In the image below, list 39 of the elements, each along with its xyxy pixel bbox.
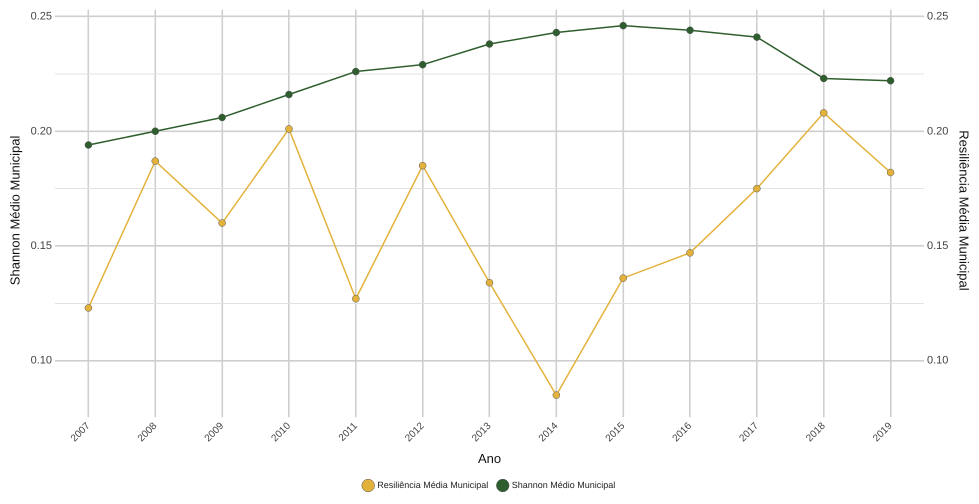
y-tick-label: 0.10 [30, 354, 52, 367]
point [486, 278, 494, 286]
point [486, 40, 494, 48]
y2-tick-label: 0.15 [926, 240, 948, 252]
legend-label: Resiliência Média Municipal [377, 480, 488, 490]
point [152, 157, 160, 165]
y-tick-label: 0.25 [30, 10, 52, 23]
y2-tick-label: 0.20 [926, 125, 948, 138]
point [753, 184, 761, 192]
point [418, 60, 426, 68]
point [686, 26, 694, 34]
point [84, 304, 92, 312]
point [218, 219, 226, 227]
point [152, 127, 160, 135]
point [619, 22, 627, 30]
point [352, 294, 360, 302]
point [820, 109, 828, 117]
point [753, 33, 761, 41]
point [285, 90, 293, 98]
point [886, 168, 894, 176]
point [886, 76, 894, 84]
point [285, 125, 293, 133]
point [352, 68, 360, 76]
y2-axis-title: Resiliência Média Municipal [956, 130, 972, 291]
x-axis-title: Ano [478, 450, 502, 466]
y-tick-label: 0.20 [30, 125, 52, 138]
y-tick-label: 0.15 [30, 240, 52, 252]
point [84, 141, 92, 149]
point [619, 274, 627, 282]
point [218, 114, 226, 122]
point [686, 249, 694, 257]
point [552, 28, 560, 36]
point [552, 391, 560, 399]
point [418, 162, 426, 170]
point [820, 74, 828, 82]
y2-tick-label: 0.10 [926, 354, 948, 367]
y2-tick-label: 0.25 [926, 10, 948, 23]
y-axis-title: Shannon Médio Municipal [7, 135, 22, 286]
legend-label: Shannon Médio Municipal [512, 480, 616, 490]
